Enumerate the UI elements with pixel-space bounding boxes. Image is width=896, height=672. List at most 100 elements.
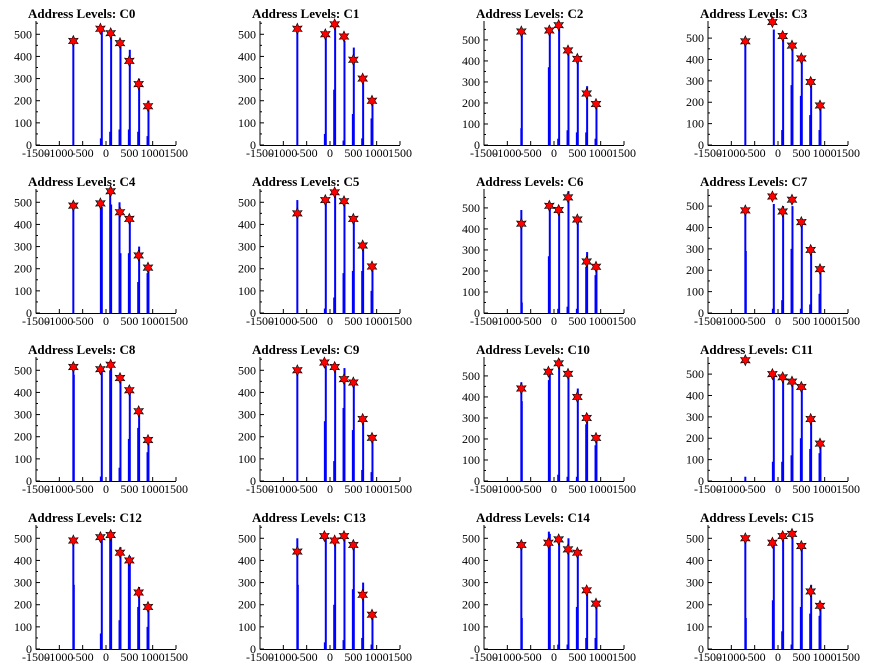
y-tick-label: 200 [462, 598, 480, 612]
panel-title: Address Levels: C0 [28, 6, 135, 21]
histogram-bar [334, 23, 337, 145]
histogram-bar [334, 538, 337, 649]
y-tick-label: 200 [462, 432, 480, 446]
histogram-bar [772, 374, 775, 481]
peak-marker [329, 360, 341, 374]
x-tick-label: 500 [568, 314, 586, 328]
peak-marker [329, 186, 341, 199]
histogram-bar [744, 476, 747, 481]
y-tick-label: 0 [26, 138, 32, 152]
y-tick-label: 100 [686, 620, 704, 634]
histogram-bar [567, 538, 570, 649]
y-tick-label: 500 [14, 363, 32, 377]
histogram-bar [147, 100, 150, 145]
peak-marker [114, 36, 126, 50]
x-tick-label: 1000 [589, 146, 613, 160]
x-tick-label: -1000 [45, 314, 73, 328]
histogram-bar [595, 264, 598, 313]
histogram-bar [772, 29, 775, 145]
peak-marker [347, 376, 359, 389]
histogram-bar [296, 200, 299, 313]
y-tick-label: 100 [686, 453, 704, 467]
y-tick-label: 400 [238, 217, 256, 231]
peak-marker [515, 538, 527, 552]
peak-marker [133, 586, 145, 599]
x-tick-label: 1500 [388, 146, 412, 160]
histogram-bar [558, 210, 561, 313]
peak-marker [105, 358, 117, 371]
y-tick-label: 400 [686, 52, 704, 66]
y-tick-label: 500 [686, 31, 704, 45]
y-tick-label: 500 [14, 195, 32, 209]
y-tick-label: 200 [238, 262, 256, 276]
peak-marker [553, 203, 565, 217]
peak-marker [571, 546, 583, 559]
histogram-bar [782, 376, 785, 481]
histogram-bar [520, 302, 523, 313]
histogram-bar [800, 55, 803, 145]
x-tick-label: 1000 [813, 146, 837, 160]
histogram-bar [362, 421, 365, 481]
y-tick-label: 300 [14, 576, 32, 590]
peak-marker [581, 411, 593, 425]
histogram-bar [744, 38, 747, 145]
peak-marker [319, 529, 330, 543]
peak-marker [114, 546, 126, 559]
y-tick-label: 300 [686, 74, 704, 88]
histogram-bar [110, 365, 113, 481]
histogram-panel-c0: Address Levels: C00100200300400500-1500-… [14, 6, 188, 160]
panel-title: Address Levels: C8 [28, 342, 136, 357]
peak-marker [767, 190, 778, 203]
x-tick-label: 1000 [813, 314, 837, 328]
histogram-bar [558, 359, 561, 481]
histogram-bar [343, 40, 346, 145]
y-tick-label: 400 [462, 222, 480, 236]
histogram-bar [791, 206, 794, 313]
y-tick-label: 0 [474, 642, 480, 656]
x-tick-label: 1500 [836, 146, 860, 160]
peak-marker [581, 584, 593, 597]
x-tick-label: -1500 [694, 650, 722, 664]
peak-marker [366, 431, 378, 445]
histogram-bar [810, 419, 813, 481]
peak-marker [338, 529, 350, 543]
x-tick-label: 0 [327, 650, 333, 664]
histogram-panel-c3: Address Levels: C30100200300400500-1500-… [686, 6, 860, 160]
x-tick-label: -500 [744, 146, 766, 160]
y-tick-label: 500 [686, 367, 704, 381]
y-tick-label: 0 [250, 474, 256, 488]
peak-marker [581, 255, 593, 268]
x-tick-label: -1000 [717, 314, 745, 328]
x-tick-label: 1000 [813, 482, 837, 496]
x-tick-label: 500 [568, 146, 586, 160]
panel-title: Address Levels: C12 [28, 510, 142, 525]
x-tick-label: -1000 [493, 314, 521, 328]
y-tick-label: 500 [462, 33, 480, 47]
x-tick-label: 0 [775, 314, 781, 328]
x-tick-label: 1500 [836, 482, 860, 496]
panel-title: Address Levels: C7 [700, 174, 808, 189]
y-tick-label: 0 [250, 642, 256, 656]
x-tick-label: 1500 [388, 314, 412, 328]
y-tick-label: 100 [686, 285, 704, 299]
peak-marker [805, 585, 817, 598]
peak-marker [795, 539, 807, 553]
y-tick-label: 0 [698, 642, 704, 656]
x-tick-label: 500 [344, 146, 362, 160]
histogram-bar [819, 604, 822, 649]
peak-marker [805, 243, 817, 257]
histogram-bar [548, 27, 551, 146]
histogram-bar [296, 584, 299, 649]
panel-title: Address Levels: C1 [252, 6, 359, 21]
peak-marker [515, 25, 527, 38]
histogram-bar [128, 556, 131, 649]
histogram-bar [558, 536, 561, 649]
x-tick-label: -1500 [694, 314, 722, 328]
y-tick-label: 0 [474, 474, 480, 488]
peak-marker [347, 538, 359, 552]
histogram-bar [791, 536, 794, 649]
peak-marker [95, 530, 106, 544]
histogram-bar [334, 370, 337, 481]
x-tick-label: -500 [72, 314, 94, 328]
histogram-bar [810, 584, 813, 649]
